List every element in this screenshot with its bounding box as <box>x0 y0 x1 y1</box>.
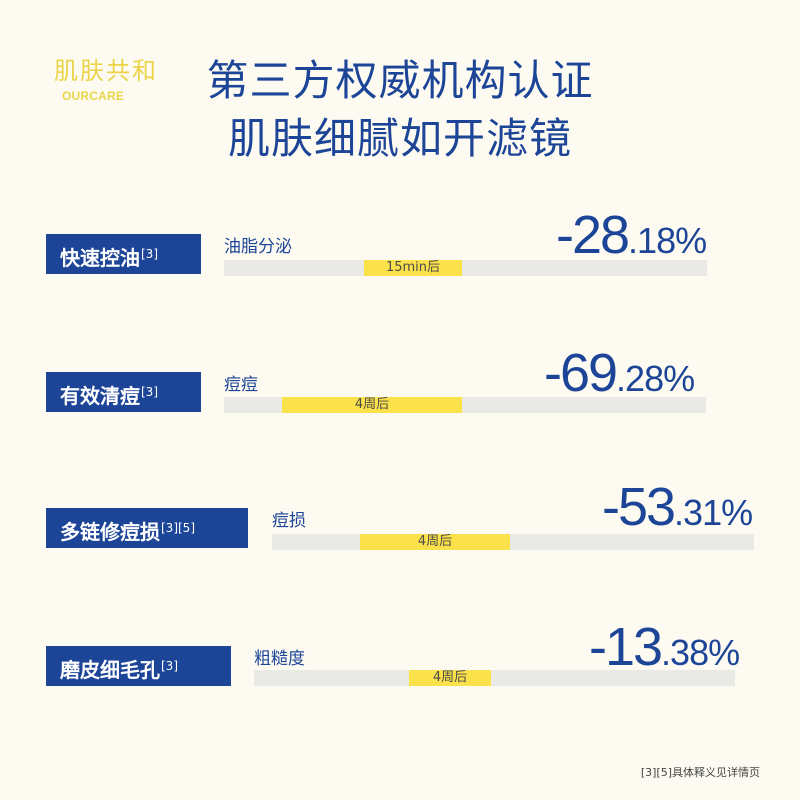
brand-name-en: OURCARE <box>62 89 125 103</box>
claim-tag-label: 多链修痘损 <box>60 520 160 544</box>
claim-tag-ref: [3] <box>161 659 178 673</box>
duration-marker: 4周后 <box>409 670 491 686</box>
brand-logo: 肌肤共和 OURCARE <box>54 57 158 103</box>
claim-item-acne-clearing: 有效清痘[3] 痘痘 -69.28% 4周后 <box>0 343 800 458</box>
improvement-value-dec: .38% <box>661 632 740 673</box>
brand-name-cn: 肌肤共和 <box>54 57 158 85</box>
claim-tag-label: 快速控油 <box>60 246 140 270</box>
metric-label: 粗糙度 <box>254 649 305 669</box>
claim-tag-label: 磨皮细毛孔 <box>60 658 160 682</box>
improvement-value-dec: .28% <box>616 358 695 399</box>
claim-item-oil-control: 快速控油[3] 油脂分泌 -28.18% 15min后 <box>0 205 800 320</box>
improvement-value-int: -53 <box>602 477 676 537</box>
improvement-value-int: -69 <box>544 343 618 403</box>
metric-label: 痘痘 <box>224 375 258 395</box>
improvement-value: -69.28% <box>544 342 695 404</box>
duration-marker: 4周后 <box>282 397 462 413</box>
duration-marker: 15min后 <box>364 260 462 276</box>
progress-track: 4周后 <box>224 397 706 413</box>
claim-tag-ref: [3][5] <box>161 521 195 535</box>
claim-item-acne-mark-repair: 多链修痘损[3][5] 痘损 -53.31% 4周后 <box>0 477 800 592</box>
improvement-value: -28.18% <box>556 204 707 266</box>
progress-track: 4周后 <box>254 670 735 686</box>
metric-label: 痘损 <box>272 511 306 531</box>
claim-tag-label: 有效清痘 <box>60 384 140 408</box>
improvement-value-dec: .31% <box>674 492 753 533</box>
headline-line-1: 第三方权威机构认证 <box>206 56 594 105</box>
improvement-value-int: -28 <box>556 205 630 265</box>
improvement-value: -53.31% <box>602 476 753 538</box>
progress-track: 4周后 <box>272 534 754 550</box>
claim-tag: 快速控油[3] <box>46 234 201 274</box>
improvement-value: -13.38% <box>589 616 740 678</box>
claim-tag: 有效清痘[3] <box>46 372 201 412</box>
claim-tag-ref: [3] <box>141 385 158 399</box>
claim-tag: 磨皮细毛孔[3] <box>46 646 231 686</box>
progress-track: 15min后 <box>224 260 707 276</box>
improvement-value-dec: .18% <box>628 220 707 261</box>
duration-marker: 4周后 <box>360 534 510 550</box>
footnote: [3][5]具体释义见详情页 <box>640 766 760 779</box>
claim-item-pore-refining: 磨皮细毛孔[3] 粗糙度 -13.38% 4周后 <box>0 617 800 732</box>
claim-tag-ref: [3] <box>141 247 158 261</box>
headline-line-2: 肌肤细腻如开滤镜 <box>227 114 572 163</box>
improvement-value-int: -13 <box>589 617 663 677</box>
claim-tag: 多链修痘损[3][5] <box>46 508 248 548</box>
metric-label: 油脂分泌 <box>224 237 292 257</box>
